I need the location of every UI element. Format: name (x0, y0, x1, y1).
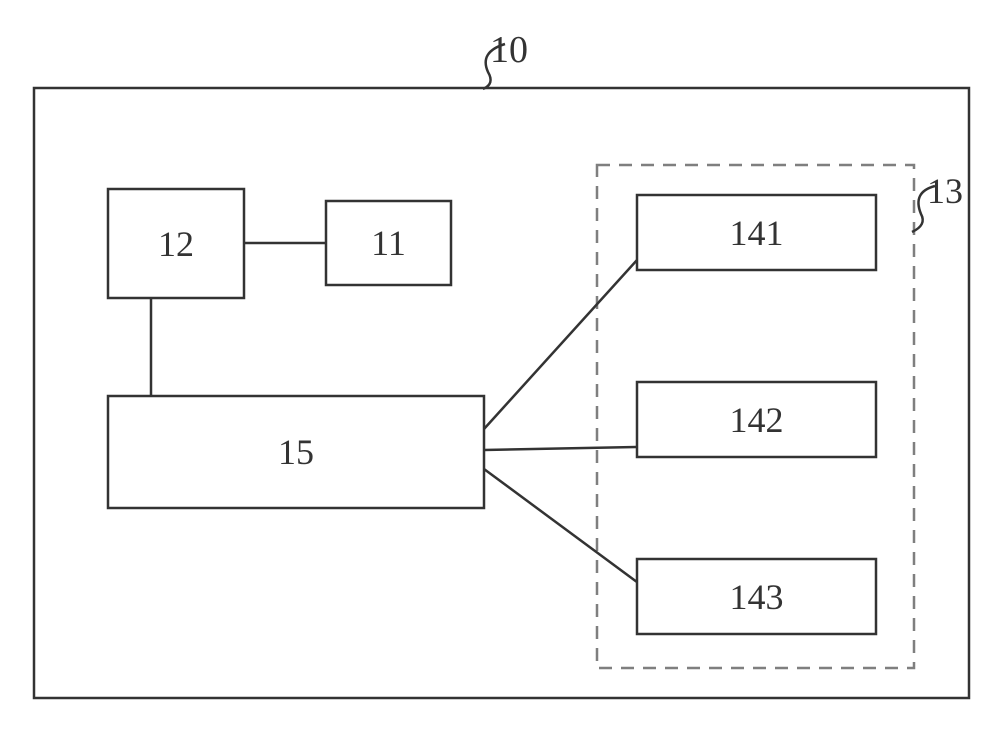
edge-4 (484, 469, 637, 582)
node-n143-label: 143 (637, 559, 876, 634)
node-n15-label: 15 (108, 396, 484, 508)
edge-2 (484, 260, 637, 429)
diagram-stage: 10 13 12 11 15 141 142 143 (0, 0, 1000, 736)
edge-3 (484, 447, 637, 450)
node-n141-label: 141 (637, 195, 876, 270)
outer-label: 10 (490, 28, 528, 72)
node-n11-label: 11 (326, 201, 451, 285)
node-n142-label: 142 (637, 382, 876, 457)
node-n12-label: 12 (108, 189, 244, 298)
group-13-label: 13 (927, 170, 963, 212)
